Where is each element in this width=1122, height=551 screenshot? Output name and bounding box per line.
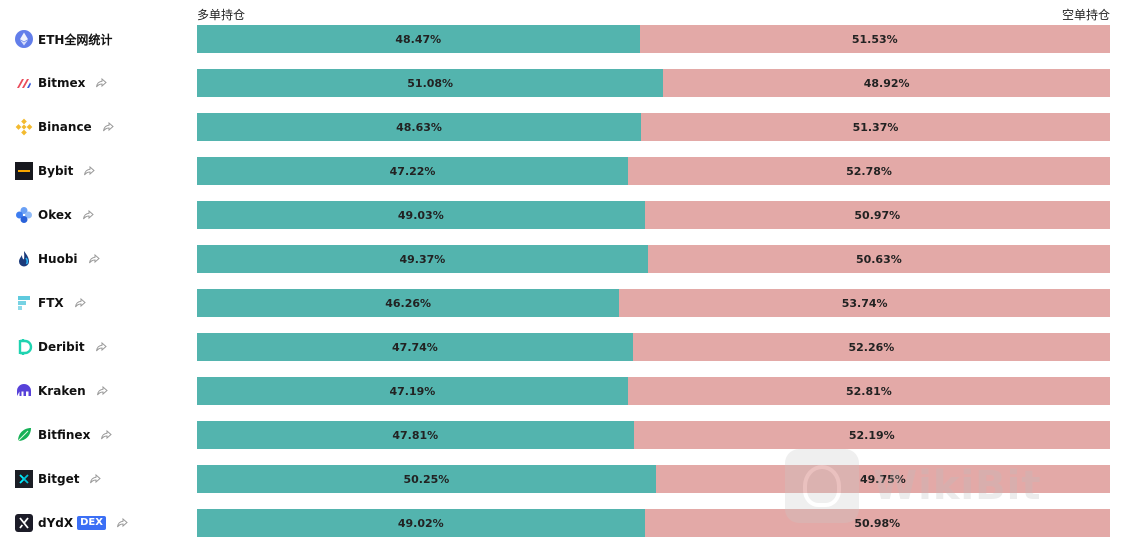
- exchange-info: Okex: [15, 201, 94, 229]
- long-ratio-segment: 47.22%: [197, 157, 629, 185]
- deribit-icon: [15, 338, 33, 356]
- bybit-icon: [15, 162, 33, 180]
- long-short-ratio-bar: 49.03% 50.97%: [197, 201, 1110, 229]
- binance-icon: [15, 118, 33, 136]
- exchange-row: Bitmex 51.08% 48.92%: [0, 69, 1122, 97]
- okex-icon: [15, 206, 33, 224]
- long-short-ratio-bar: 47.74% 52.26%: [197, 333, 1110, 361]
- exchange-info: Bitmex: [15, 69, 108, 97]
- long-ratio-segment: 48.47%: [197, 25, 640, 53]
- exchange-row: Bybit 47.22% 52.78%: [0, 157, 1122, 185]
- exchange-row: Binance 48.63% 51.37%: [0, 113, 1122, 141]
- exchange-name[interactable]: Bybit: [38, 164, 74, 178]
- short-ratio-segment: 48.92%: [663, 69, 1110, 97]
- exchange-name[interactable]: ETH全网统计: [38, 32, 113, 47]
- short-ratio-segment: 49.75%: [655, 465, 1110, 493]
- exchange-info: Kraken: [15, 377, 108, 405]
- long-ratio-segment: 47.74%: [197, 333, 633, 361]
- share-icon[interactable]: [116, 517, 128, 529]
- long-ratio-segment: 47.19%: [197, 377, 628, 405]
- exchange-info: ETH全网统计: [15, 25, 112, 53]
- dydx-icon: [15, 514, 33, 532]
- exchange-info: Huobi: [15, 245, 100, 273]
- long-ratio-segment: 47.81%: [197, 421, 634, 449]
- exchange-row: Okex 49.03% 50.97%: [0, 201, 1122, 229]
- share-icon[interactable]: [100, 429, 113, 441]
- exchange-info: FTX: [15, 289, 86, 317]
- exchange-row: Huobi 49.37% 50.63%: [0, 245, 1122, 273]
- dex-badge: DEX: [77, 516, 106, 530]
- kraken-icon: [15, 382, 33, 400]
- long-short-ratio-bar: 48.63% 51.37%: [197, 113, 1110, 141]
- exchange-name[interactable]: Okex: [38, 208, 72, 222]
- exchange-info: Bitget: [15, 465, 102, 493]
- long-short-ratio-bar: 48.47% 51.53%: [197, 25, 1110, 53]
- exchange-row: Bitget 50.25% 49.75%: [0, 465, 1122, 493]
- exchange-info: Bitfinex: [15, 421, 113, 449]
- long-short-ratio-bar: 47.22% 52.78%: [197, 157, 1110, 185]
- exchange-name[interactable]: Binance: [38, 120, 92, 134]
- share-icon[interactable]: [89, 473, 102, 485]
- share-icon[interactable]: [102, 121, 114, 133]
- long-position-header: 多单持仓: [197, 8, 246, 22]
- exchange-name[interactable]: Bitget: [38, 472, 80, 486]
- short-position-header: 空单持仓: [1061, 8, 1110, 22]
- short-ratio-segment: 50.63%: [647, 245, 1110, 273]
- long-ratio-segment: 46.26%: [197, 289, 620, 317]
- exchange-row: dYdX DEX 49.02% 50.98%: [0, 509, 1122, 537]
- exchange-name[interactable]: Deribit: [38, 340, 85, 354]
- ethereum-icon: [15, 30, 33, 48]
- long-ratio-segment: 49.02%: [197, 509, 645, 537]
- long-short-ratio-bar: 47.19% 52.81%: [197, 377, 1110, 405]
- exchange-info: dYdX DEX: [15, 509, 128, 537]
- exchange-name[interactable]: Kraken: [38, 384, 86, 398]
- share-icon[interactable]: [95, 341, 107, 353]
- long-short-ratio-bar: 51.08% 48.92%: [197, 69, 1110, 97]
- short-ratio-segment: 51.53%: [639, 25, 1110, 53]
- short-ratio-segment: 52.78%: [628, 157, 1110, 185]
- share-icon[interactable]: [82, 209, 94, 221]
- exchange-row: ETH全网统计 48.47% 51.53%: [0, 25, 1122, 53]
- huobi-icon: [15, 250, 33, 268]
- exchange-row: FTX 46.26% 53.74%: [0, 289, 1122, 317]
- short-ratio-segment: 53.74%: [619, 289, 1110, 317]
- exchange-name[interactable]: Huobi: [38, 252, 78, 266]
- short-ratio-segment: 52.26%: [632, 333, 1110, 361]
- exchange-name[interactable]: FTX: [38, 296, 64, 310]
- long-short-ratio-bar: 49.02% 50.98%: [197, 509, 1110, 537]
- exchange-info: Binance: [15, 113, 114, 141]
- exchange-info: Bybit: [15, 157, 96, 185]
- short-ratio-segment: 50.97%: [644, 201, 1110, 229]
- long-ratio-segment: 50.25%: [197, 465, 656, 493]
- exchange-name[interactable]: Bitfinex: [38, 428, 91, 442]
- long-short-ratio-bar: 49.37% 50.63%: [197, 245, 1110, 273]
- long-ratio-segment: 49.37%: [197, 245, 648, 273]
- exchange-row: Deribit 47.74% 52.26%: [0, 333, 1122, 361]
- long-ratio-segment: 48.63%: [197, 113, 641, 141]
- short-ratio-segment: 50.98%: [644, 509, 1110, 537]
- bitfinex-icon: [15, 426, 33, 444]
- short-ratio-segment: 51.37%: [640, 113, 1110, 141]
- ftx-icon: [15, 294, 33, 312]
- exchange-row: Kraken 47.19% 52.81%: [0, 377, 1122, 405]
- exchange-info: Deribit: [15, 333, 107, 361]
- exchange-name[interactable]: Bitmex: [38, 76, 86, 90]
- share-icon[interactable]: [96, 385, 108, 397]
- long-ratio-segment: 51.08%: [197, 69, 664, 97]
- short-ratio-segment: 52.81%: [627, 377, 1110, 405]
- exchange-name[interactable]: dYdX: [38, 516, 74, 530]
- exchange-row: Bitfinex 47.81% 52.19%: [0, 421, 1122, 449]
- bitmex-icon: [15, 74, 33, 92]
- share-icon[interactable]: [95, 77, 108, 89]
- share-icon[interactable]: [74, 297, 86, 309]
- long-short-ratio-bar: 46.26% 53.74%: [197, 289, 1110, 317]
- long-ratio-segment: 49.03%: [197, 201, 645, 229]
- share-icon[interactable]: [88, 253, 100, 265]
- short-ratio-segment: 52.19%: [633, 421, 1110, 449]
- bitget-icon: [15, 470, 33, 488]
- share-icon[interactable]: [83, 165, 96, 177]
- long-short-ratio-bar: 50.25% 49.75%: [197, 465, 1110, 493]
- long-short-ratio-bar: 47.81% 52.19%: [197, 421, 1110, 449]
